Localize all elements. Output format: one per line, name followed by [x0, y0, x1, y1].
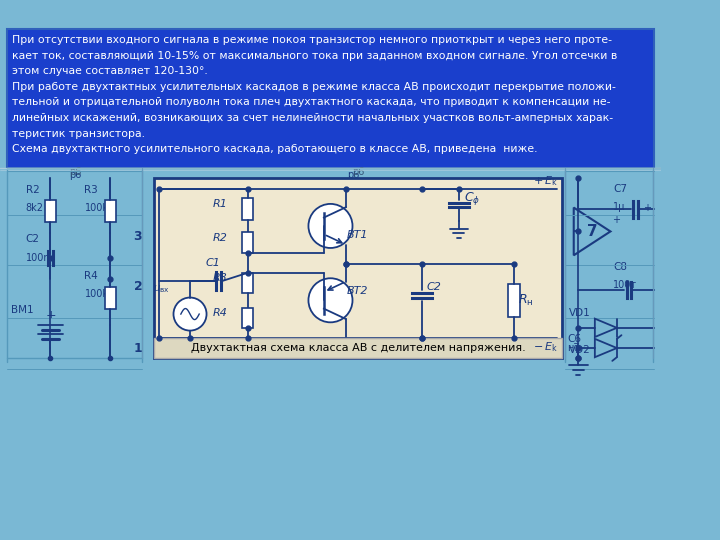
Bar — [243, 198, 253, 220]
Bar — [45, 200, 56, 222]
Text: $-\,E_{\mathrm{k}}$: $-\,E_{\mathrm{k}}$ — [534, 340, 558, 354]
Text: ВМ1: ВМ1 — [11, 306, 34, 315]
Bar — [7, 29, 654, 168]
Text: 100k: 100k — [84, 203, 109, 213]
Text: 2: 2 — [133, 280, 143, 293]
Text: 100т: 100т — [613, 280, 637, 290]
Text: Двухтактная схема класса АВ с делителем напряжения.: Двухтактная схема класса АВ с делителем … — [191, 343, 526, 353]
Text: 7: 7 — [587, 224, 598, 239]
Text: R3: R3 — [84, 185, 98, 195]
Text: VD1: VD1 — [569, 308, 591, 318]
Text: 3: 3 — [134, 230, 143, 242]
Text: +: + — [45, 309, 56, 322]
Text: 100n: 100n — [26, 253, 50, 262]
Text: $R_{\mathrm{н}}$: $R_{\mathrm{н}}$ — [518, 293, 534, 308]
Text: линейных искажений, возникающих за счет нелинейности начальных участков вольт-ам: линейных искажений, возникающих за счет … — [12, 113, 613, 123]
Text: 8k2: 8k2 — [26, 203, 44, 213]
Text: кает ток, составляющий 10-15% от максимального тока при заданном входном сигнале: кает ток, составляющий 10-15% от максима… — [12, 51, 617, 60]
Text: R4: R4 — [213, 308, 228, 318]
Text: этом случае составляет 120-130°.: этом случае составляет 120-130°. — [12, 66, 207, 76]
Circle shape — [308, 204, 353, 248]
Text: При отсутствии входного сигнала в режиме покоя транзистор немного приоткрыт и че: При отсутствии входного сигнала в режиме… — [12, 35, 612, 45]
Text: р6: р6 — [69, 167, 81, 177]
Text: Схема двухтактного усилительного каскада, работающего в классе АВ, приведена  ни: Схема двухтактного усилительного каскада… — [12, 144, 537, 154]
Text: теристик транзистора.: теристик транзистора. — [12, 129, 145, 139]
Text: $+\,E_{\mathrm{k}}$: $+\,E_{\mathrm{k}}$ — [534, 174, 558, 188]
Text: р6: р6 — [347, 170, 359, 179]
Text: ВТ1: ВТ1 — [347, 230, 369, 240]
Text: 1: 1 — [133, 341, 143, 355]
Text: C6: C6 — [567, 334, 581, 345]
Bar — [243, 232, 253, 253]
Bar — [104, 287, 116, 308]
Text: При работе двухтактных усилительных каскадов в режиме класса АВ происходит перек: При работе двухтактных усилительных каск… — [12, 82, 616, 92]
Text: 1μ: 1μ — [613, 202, 626, 212]
Bar — [508, 284, 521, 318]
Text: C7: C7 — [613, 184, 627, 194]
Text: р6: р6 — [69, 170, 81, 179]
Bar — [154, 178, 562, 358]
Text: тельной и отрицательной полуволн тока плеч двухтактного каскада, что приводит к : тельной и отрицательной полуволн тока пл… — [12, 97, 611, 107]
Text: +: + — [642, 202, 651, 213]
Bar — [243, 273, 253, 293]
Text: C2: C2 — [427, 281, 442, 292]
Text: R1: R1 — [213, 199, 228, 209]
Text: R3: R3 — [213, 273, 228, 284]
Text: C2: C2 — [26, 234, 40, 244]
Text: +: + — [612, 214, 621, 225]
Text: р6: р6 — [352, 167, 364, 177]
Bar — [243, 308, 253, 328]
Text: н7: н7 — [567, 343, 580, 354]
Text: 100k: 100k — [84, 289, 109, 299]
Bar — [154, 338, 562, 358]
Text: $u_{\text{вх}}$: $u_{\text{вх}}$ — [153, 283, 170, 295]
Text: $C_\phi$: $C_\phi$ — [464, 190, 480, 207]
Circle shape — [308, 278, 353, 322]
Text: VD2: VD2 — [569, 345, 591, 355]
Text: R4: R4 — [84, 271, 98, 281]
Text: ВТ2: ВТ2 — [347, 286, 369, 296]
Text: C8: C8 — [613, 262, 627, 272]
Text: C1: C1 — [205, 258, 220, 268]
Text: R2: R2 — [26, 185, 40, 195]
Text: R2: R2 — [213, 233, 228, 243]
Bar — [104, 200, 116, 222]
Circle shape — [174, 298, 207, 330]
